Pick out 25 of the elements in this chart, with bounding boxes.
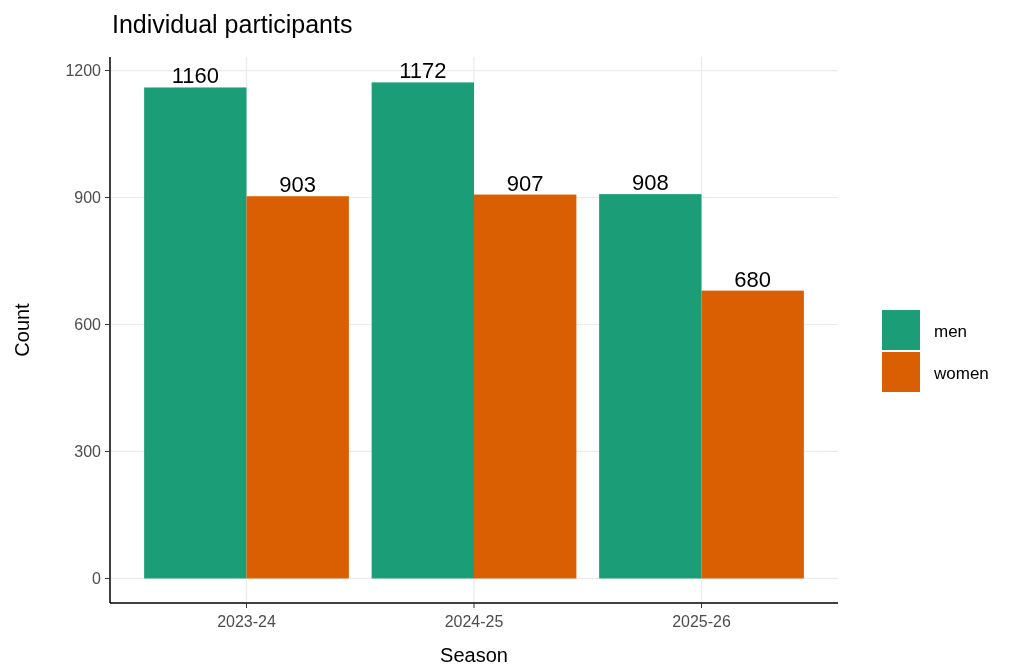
bar: [474, 194, 577, 579]
bar: [246, 196, 349, 579]
y-tick-label: 600: [74, 316, 102, 334]
bar: [144, 87, 247, 579]
y-axis-title: Count: [11, 302, 33, 357]
x-tick-label: 2024-25: [444, 613, 504, 630]
bar: [599, 194, 702, 579]
y-tick-label: 900: [74, 189, 102, 207]
data-label: 907: [506, 170, 544, 196]
bar: [701, 290, 804, 579]
x-tick-label: 2025-26: [672, 613, 731, 630]
data-label: 1172: [399, 58, 447, 84]
data-label: 680: [734, 266, 772, 292]
y-tick-label: 0: [92, 570, 102, 588]
data-label: 908: [631, 170, 669, 196]
legend-label: women: [933, 363, 989, 383]
x-tick-label: 2023-24: [217, 613, 276, 630]
y-tick-label: 300: [74, 443, 102, 461]
y-tick-label: 1200: [65, 62, 102, 80]
bar: [371, 82, 474, 579]
data-label: 903: [279, 172, 317, 198]
chart-title: Individual participants: [112, 10, 353, 38]
data-label: 1160: [171, 63, 219, 89]
legend-label: men: [934, 321, 968, 341]
x-axis-title: Season: [440, 644, 508, 666]
